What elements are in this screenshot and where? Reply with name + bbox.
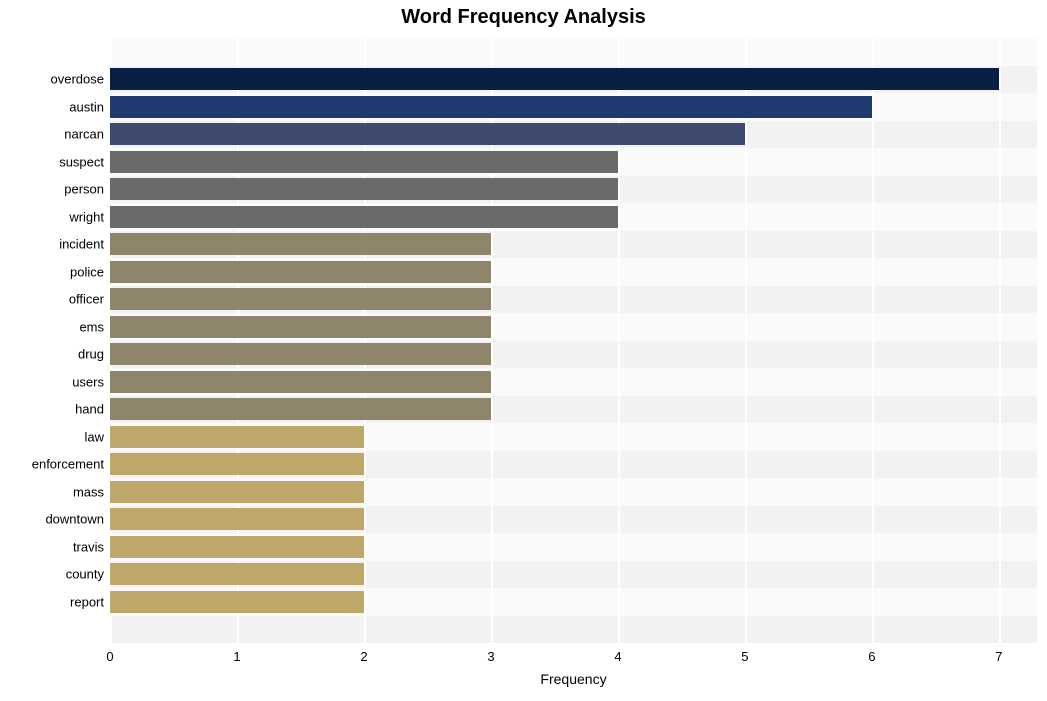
y-tick-label: travis <box>73 539 110 554</box>
y-tick-label: austin <box>69 99 110 114</box>
bar <box>110 68 999 90</box>
x-tick-label: 0 <box>106 643 113 664</box>
x-axis-label: Frequency <box>540 671 606 687</box>
bar <box>110 398 491 420</box>
bar <box>110 151 618 173</box>
bar <box>110 316 491 338</box>
bar <box>110 453 364 475</box>
y-tick-label: county <box>66 567 110 582</box>
bar <box>110 426 364 448</box>
x-tick-label: 2 <box>360 643 367 664</box>
y-tick-label: incident <box>59 237 110 252</box>
y-tick-label: drug <box>78 347 110 362</box>
x-tick-label: 4 <box>614 643 621 664</box>
y-tick-label: suspect <box>59 154 110 169</box>
plot-area: Frequency overdoseaustinnarcansuspectper… <box>110 38 1037 643</box>
row-band <box>110 38 1037 66</box>
x-tick-label: 1 <box>233 643 240 664</box>
x-tick-label: 3 <box>487 643 494 664</box>
bar <box>110 233 491 255</box>
y-tick-label: downtown <box>45 512 110 527</box>
y-tick-label: narcan <box>64 127 110 142</box>
bar <box>110 178 618 200</box>
bar <box>110 536 364 558</box>
gridline <box>999 38 1001 643</box>
y-tick-label: officer <box>69 292 110 307</box>
word-frequency-chart: Word Frequency Analysis Frequency overdo… <box>0 0 1047 701</box>
y-tick-label: mass <box>73 484 110 499</box>
bar <box>110 508 364 530</box>
y-tick-label: enforcement <box>32 457 110 472</box>
y-tick-label: law <box>84 429 110 444</box>
bar <box>110 123 745 145</box>
x-tick-label: 7 <box>995 643 1002 664</box>
bar <box>110 261 491 283</box>
y-tick-label: hand <box>75 402 110 417</box>
bar <box>110 288 491 310</box>
y-tick-label: report <box>70 594 110 609</box>
chart-title: Word Frequency Analysis <box>0 6 1047 29</box>
y-tick-label: police <box>70 264 110 279</box>
gridline <box>872 38 874 643</box>
y-tick-label: wright <box>69 209 110 224</box>
y-tick-label: person <box>64 182 110 197</box>
bar <box>110 96 872 118</box>
x-tick-label: 5 <box>741 643 748 664</box>
bar <box>110 371 491 393</box>
bar <box>110 481 364 503</box>
bar <box>110 343 491 365</box>
bar <box>110 591 364 613</box>
x-tick-label: 6 <box>868 643 875 664</box>
bar <box>110 206 618 228</box>
y-tick-label: users <box>72 374 110 389</box>
row-band <box>110 616 1037 644</box>
y-tick-label: ems <box>79 319 110 334</box>
y-tick-label: overdose <box>51 72 110 87</box>
gridline <box>745 38 747 643</box>
bar <box>110 563 364 585</box>
